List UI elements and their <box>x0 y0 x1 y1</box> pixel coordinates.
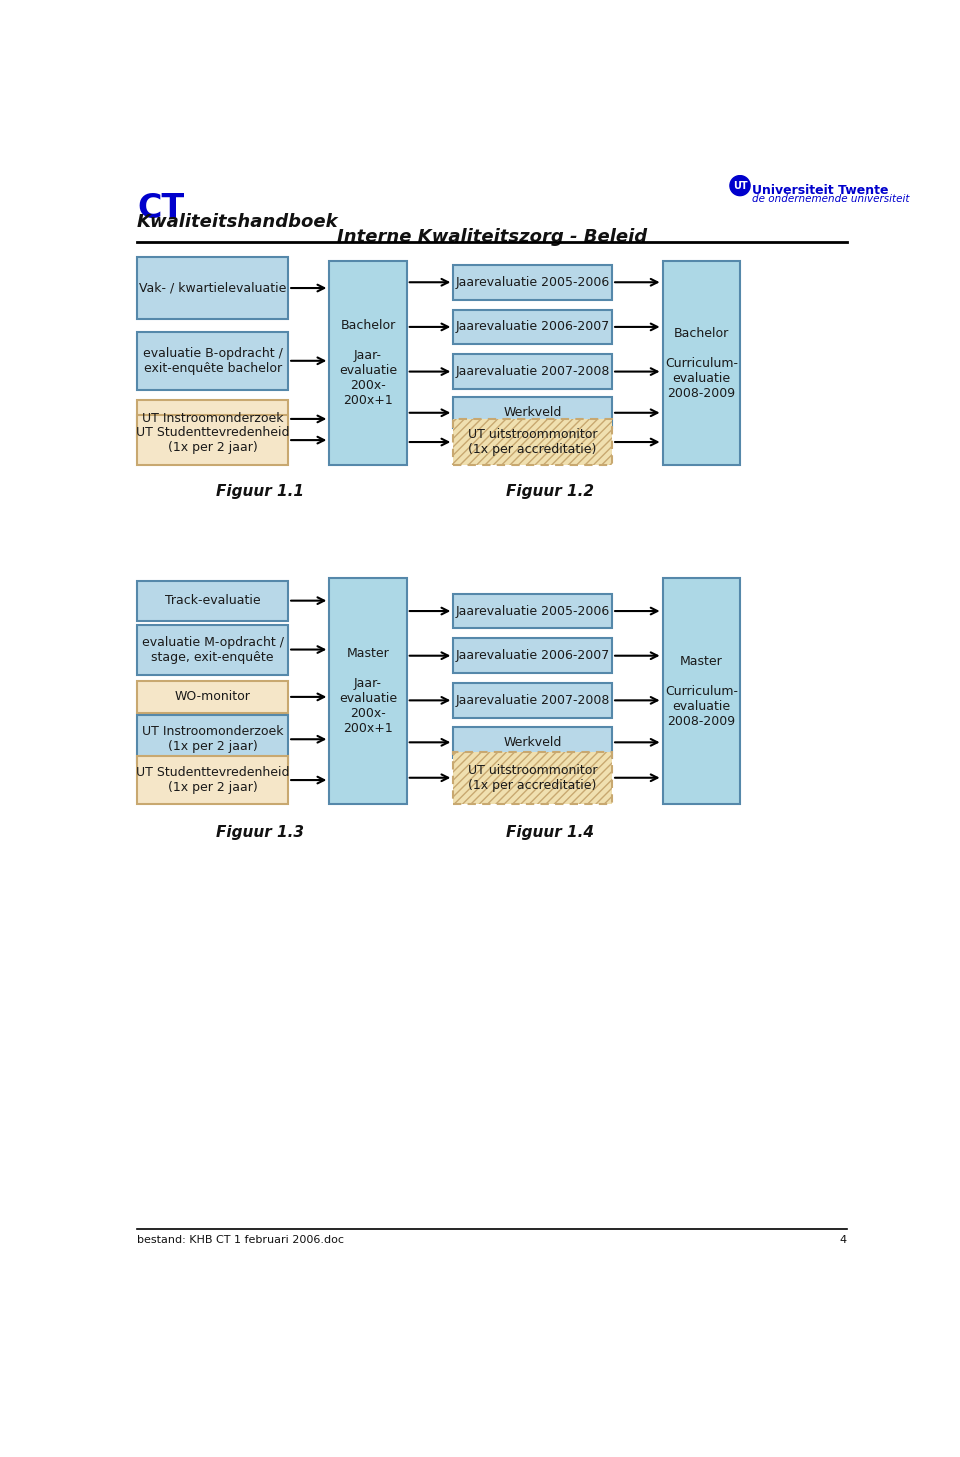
Text: bestand: KHB CT 1 februari 2006.doc: bestand: KHB CT 1 februari 2006.doc <box>137 1236 344 1246</box>
Text: UT Studenttevredenheid
(1x per 2 jaar): UT Studenttevredenheid (1x per 2 jaar) <box>136 766 289 794</box>
FancyBboxPatch shape <box>137 625 288 675</box>
FancyBboxPatch shape <box>137 415 288 465</box>
Text: evaluatie M-opdracht /
stage, exit-enquête: evaluatie M-opdracht / stage, exit-enquê… <box>142 635 283 663</box>
Text: Figuur 1.3: Figuur 1.3 <box>215 825 303 839</box>
FancyBboxPatch shape <box>453 638 612 673</box>
Text: Kwaliteitshandboek: Kwaliteitshandboek <box>137 213 339 230</box>
Text: Interne Kwaliteitszorg - Beleid: Interne Kwaliteitszorg - Beleid <box>337 227 647 246</box>
FancyBboxPatch shape <box>453 309 612 344</box>
FancyBboxPatch shape <box>137 680 288 712</box>
Text: Werkveld: Werkveld <box>503 736 562 749</box>
FancyBboxPatch shape <box>137 581 288 621</box>
Text: UT Instroomonderzoek
(1x per 2 jaar): UT Instroomonderzoek (1x per 2 jaar) <box>142 726 283 753</box>
Text: Jaarevaluatie 2007-2008: Jaarevaluatie 2007-2008 <box>455 694 610 707</box>
FancyBboxPatch shape <box>137 401 288 437</box>
FancyBboxPatch shape <box>453 727 612 758</box>
Text: Werkveld: Werkveld <box>503 407 562 420</box>
FancyBboxPatch shape <box>137 332 288 389</box>
FancyBboxPatch shape <box>137 258 288 319</box>
Text: CT: CT <box>137 192 184 224</box>
FancyBboxPatch shape <box>453 354 612 389</box>
Text: UT uitstroommonitor
(1x per accreditatie): UT uitstroommonitor (1x per accreditatie… <box>468 763 597 791</box>
FancyBboxPatch shape <box>453 683 612 718</box>
FancyBboxPatch shape <box>329 578 407 804</box>
Text: Master

Curriculum-
evaluatie
2008-2009: Master Curriculum- evaluatie 2008-2009 <box>664 654 737 727</box>
Text: Jaarevaluatie 2007-2008: Jaarevaluatie 2007-2008 <box>455 366 610 377</box>
FancyBboxPatch shape <box>453 420 612 465</box>
Text: Figuur 1.1: Figuur 1.1 <box>215 484 303 500</box>
Text: de ondernemende universiteit: de ondernemende universiteit <box>752 194 909 204</box>
FancyBboxPatch shape <box>662 261 740 465</box>
FancyBboxPatch shape <box>137 756 288 804</box>
Text: Figuur 1.4: Figuur 1.4 <box>506 825 594 839</box>
FancyBboxPatch shape <box>453 752 612 804</box>
Text: Jaarevaluatie 2005-2006: Jaarevaluatie 2005-2006 <box>456 605 610 618</box>
Text: Bachelor

Jaar-
evaluatie
200x-
200x+1: Bachelor Jaar- evaluatie 200x- 200x+1 <box>339 319 397 407</box>
Text: Jaarevaluatie 2006-2007: Jaarevaluatie 2006-2007 <box>456 650 610 661</box>
Circle shape <box>730 176 750 195</box>
Text: evaluatie B-opdracht /
exit-enquête bachelor: evaluatie B-opdracht / exit-enquête bach… <box>143 347 282 374</box>
Text: UT uitstroommonitor
(1x per accreditatie): UT uitstroommonitor (1x per accreditatie… <box>468 428 597 456</box>
Text: UT Studenttevredenheid
(1x per 2 jaar): UT Studenttevredenheid (1x per 2 jaar) <box>136 425 289 455</box>
Text: Universiteit Twente: Universiteit Twente <box>752 184 888 197</box>
Text: Jaarevaluatie 2005-2006: Jaarevaluatie 2005-2006 <box>456 275 610 288</box>
FancyBboxPatch shape <box>453 398 612 428</box>
Text: Vak- / kwartielevaluatie: Vak- / kwartielevaluatie <box>139 281 286 294</box>
Text: UT Instroomonderzoek: UT Instroomonderzoek <box>142 412 283 425</box>
FancyBboxPatch shape <box>453 265 612 300</box>
Text: Track-evaluatie: Track-evaluatie <box>165 594 260 608</box>
FancyBboxPatch shape <box>453 593 612 628</box>
Text: Figuur 1.2: Figuur 1.2 <box>506 484 594 500</box>
Text: 4: 4 <box>840 1236 847 1246</box>
Text: Master

Jaar-
evaluatie
200x-
200x+1: Master Jaar- evaluatie 200x- 200x+1 <box>339 647 397 736</box>
Text: WO-monitor: WO-monitor <box>175 691 251 704</box>
FancyBboxPatch shape <box>137 715 288 763</box>
FancyBboxPatch shape <box>329 261 407 465</box>
Text: Jaarevaluatie 2006-2007: Jaarevaluatie 2006-2007 <box>456 321 610 334</box>
Text: Bachelor

Curriculum-
evaluatie
2008-2009: Bachelor Curriculum- evaluatie 2008-2009 <box>664 326 737 399</box>
Text: UT: UT <box>732 181 747 191</box>
FancyBboxPatch shape <box>662 578 740 804</box>
